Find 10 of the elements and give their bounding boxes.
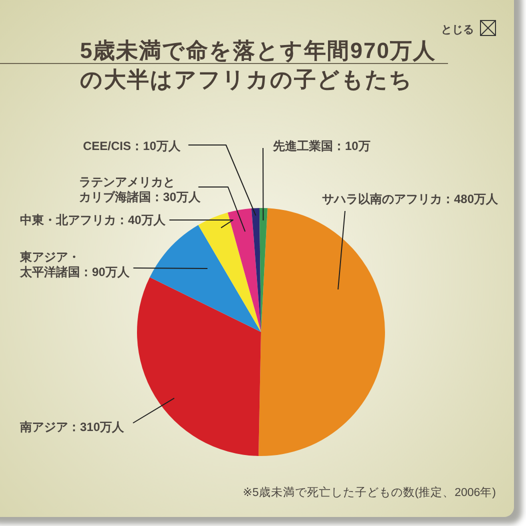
slice-label: 東アジア・太平洋諸国：90万人 bbox=[19, 250, 130, 279]
slice-label: サハラ以南のアフリカ：480万人 bbox=[322, 192, 500, 206]
slice-label: CEE/CIS：10万人 bbox=[83, 139, 182, 153]
slice-label: 南アジア：310万人 bbox=[19, 420, 126, 434]
slice-label: 先進工業国：10万 bbox=[272, 139, 370, 153]
slice-label: ラテンアメリカとカリブ海諸国：30万人 bbox=[79, 175, 202, 204]
text: ※5歳未満で死亡した子どもの数(推定、2006年) bbox=[242, 485, 496, 499]
text: とじる bbox=[441, 24, 474, 36]
chart-title: 5歳未満で命を落とす年間970万人の大半はアフリカの子どもたち bbox=[80, 38, 436, 92]
slice-label: 中東・北アフリカ：40万人 bbox=[20, 213, 166, 227]
